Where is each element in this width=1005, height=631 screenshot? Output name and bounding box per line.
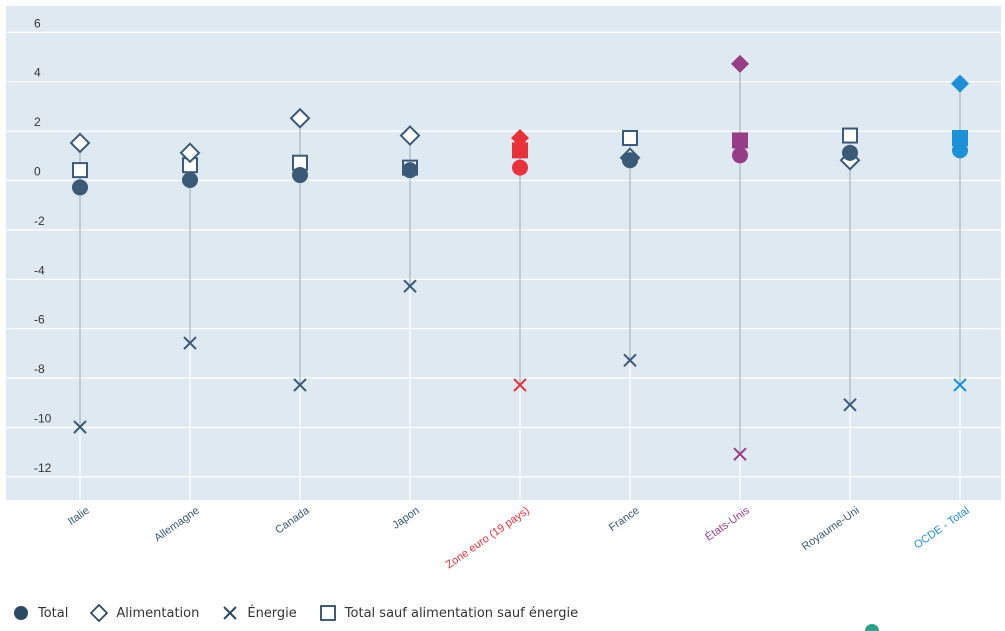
- alimentation-point: [399, 125, 421, 146]
- legend-item[interactable]: Total sauf alimentation sauf énergie: [319, 604, 578, 622]
- legend-label: Total sauf alimentation sauf énergie: [344, 605, 579, 621]
- x-tick-label: Japon: [390, 505, 421, 532]
- energie-point: [513, 378, 527, 392]
- energie-point: [843, 398, 857, 412]
- x-tick-label: Royaume-Uni: [800, 505, 862, 553]
- y-tick-label: 4: [34, 66, 41, 80]
- energie-point: [953, 378, 967, 392]
- alimentation-point: [179, 142, 201, 164]
- y-tick-label: -12: [34, 461, 52, 475]
- core-point: [72, 162, 88, 179]
- y-tick-label: 2: [34, 115, 41, 129]
- x-tick-label: France: [607, 505, 642, 534]
- legend-item[interactable]: Alimentation: [90, 604, 199, 622]
- total-point: [732, 147, 748, 164]
- total-point: [622, 152, 638, 169]
- corner-logo-icon: [865, 624, 879, 631]
- total-point: [182, 172, 198, 188]
- x-tick-label: Canada: [273, 504, 312, 536]
- core-point: [732, 132, 748, 149]
- y-tick-label: -6: [34, 313, 45, 327]
- y-tick-label: -2: [34, 214, 45, 228]
- alimentation-point: [511, 129, 529, 148]
- x-tick-label: Allemagne: [152, 505, 201, 545]
- alimentation-point: [289, 107, 311, 129]
- legend-item[interactable]: Total: [12, 604, 68, 622]
- legend-diamond-icon: [90, 604, 109, 622]
- y-tick-label: -4: [34, 263, 45, 277]
- legend-label: Alimentation: [116, 605, 200, 621]
- alimentation-point: [731, 54, 749, 73]
- total-point: [952, 142, 968, 159]
- alimentation-point: [69, 132, 91, 154]
- total-point: [72, 179, 88, 196]
- energie-point: [293, 378, 307, 392]
- legend-square-icon: [319, 604, 337, 622]
- legend-label: Énergie: [247, 605, 297, 621]
- y-tick-label: -10: [34, 412, 52, 426]
- energie-point: [733, 447, 747, 461]
- legend-circle-icon: [12, 604, 30, 622]
- y-tick-label: 0: [34, 165, 41, 179]
- energie-point: [403, 279, 417, 293]
- core-point: [952, 130, 968, 147]
- core-point: [622, 130, 638, 147]
- legend-x-icon: [221, 604, 239, 622]
- x-tick-label: États-Unis: [703, 504, 752, 544]
- x-tick-label: Italie: [66, 505, 92, 528]
- total-point: [292, 167, 308, 184]
- energie-point: [73, 420, 87, 434]
- alimentation-point: [951, 74, 969, 93]
- legend-item[interactable]: Énergie: [221, 604, 297, 622]
- x-tick-label: Zone euro (19 pays): [444, 505, 532, 572]
- core-point: [842, 127, 858, 144]
- total-point: [512, 159, 528, 176]
- energie-point: [623, 353, 637, 368]
- legend-label: Total: [38, 605, 69, 621]
- x-tick-label: OCDE - Total: [912, 505, 972, 552]
- energie-point: [183, 336, 197, 350]
- y-tick-label: 6: [34, 16, 41, 30]
- y-tick-label: -8: [34, 362, 45, 376]
- total-point: [842, 144, 858, 161]
- core-point: [512, 142, 528, 159]
- plot-area: [6, 6, 1001, 500]
- legend: Total Alimentation Énergie Total sauf alime…: [12, 602, 578, 624]
- total-point: [402, 162, 418, 179]
